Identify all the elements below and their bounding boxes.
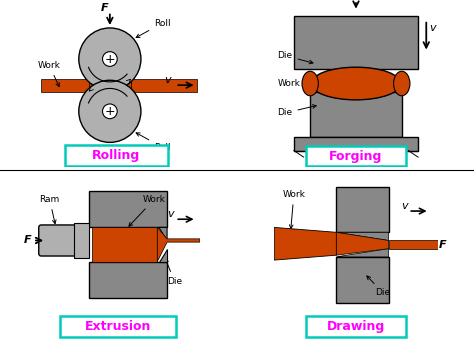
Text: Die: Die <box>277 51 313 64</box>
FancyBboxPatch shape <box>41 79 93 92</box>
FancyBboxPatch shape <box>294 137 418 150</box>
Ellipse shape <box>311 67 401 100</box>
Text: F: F <box>101 3 109 13</box>
FancyBboxPatch shape <box>74 223 89 259</box>
FancyBboxPatch shape <box>310 92 402 137</box>
Ellipse shape <box>393 71 410 96</box>
Text: +: + <box>105 105 115 118</box>
Text: Roll: Roll <box>136 18 171 38</box>
Text: Die: Die <box>165 259 182 286</box>
Text: v: v <box>164 75 170 85</box>
Polygon shape <box>337 232 389 240</box>
FancyBboxPatch shape <box>131 79 197 92</box>
Ellipse shape <box>302 71 319 96</box>
Text: v: v <box>429 23 436 33</box>
FancyBboxPatch shape <box>89 192 167 227</box>
FancyBboxPatch shape <box>306 316 406 337</box>
FancyBboxPatch shape <box>389 240 438 249</box>
Text: Die: Die <box>277 105 316 117</box>
FancyBboxPatch shape <box>89 80 131 90</box>
Polygon shape <box>274 227 337 260</box>
Polygon shape <box>159 227 167 240</box>
Text: F: F <box>24 236 31 246</box>
Text: Roll: Roll <box>136 133 171 152</box>
FancyBboxPatch shape <box>306 146 406 166</box>
FancyBboxPatch shape <box>39 225 76 256</box>
FancyBboxPatch shape <box>337 257 389 303</box>
Text: Forging: Forging <box>329 150 383 163</box>
Text: Rolling: Rolling <box>92 149 140 162</box>
Circle shape <box>79 80 141 142</box>
Text: Die: Die <box>367 276 391 297</box>
Text: F: F <box>438 240 446 250</box>
Text: +: + <box>105 53 115 66</box>
Text: Extrusion: Extrusion <box>85 320 151 333</box>
Text: Work: Work <box>277 76 328 88</box>
Circle shape <box>102 104 117 119</box>
Polygon shape <box>337 232 389 255</box>
FancyBboxPatch shape <box>92 227 157 262</box>
FancyBboxPatch shape <box>337 186 389 232</box>
FancyBboxPatch shape <box>65 145 168 166</box>
Polygon shape <box>159 249 167 262</box>
FancyBboxPatch shape <box>60 316 176 337</box>
Text: Work: Work <box>283 190 305 228</box>
Polygon shape <box>157 227 200 262</box>
FancyBboxPatch shape <box>294 16 418 69</box>
Polygon shape <box>337 249 389 257</box>
Text: Ram: Ram <box>39 195 60 224</box>
FancyBboxPatch shape <box>89 262 167 298</box>
Circle shape <box>79 28 141 90</box>
Text: v: v <box>401 201 408 211</box>
Text: Work: Work <box>38 61 61 87</box>
Text: Drawing: Drawing <box>327 320 385 333</box>
Text: v: v <box>167 209 173 219</box>
Circle shape <box>102 52 117 66</box>
Text: F: F <box>101 159 109 169</box>
Text: Work: Work <box>129 195 165 226</box>
